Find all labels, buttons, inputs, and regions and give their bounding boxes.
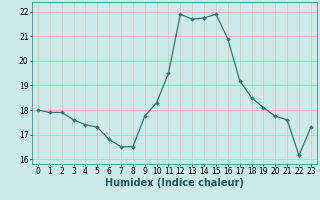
X-axis label: Humidex (Indice chaleur): Humidex (Indice chaleur) — [105, 178, 244, 188]
